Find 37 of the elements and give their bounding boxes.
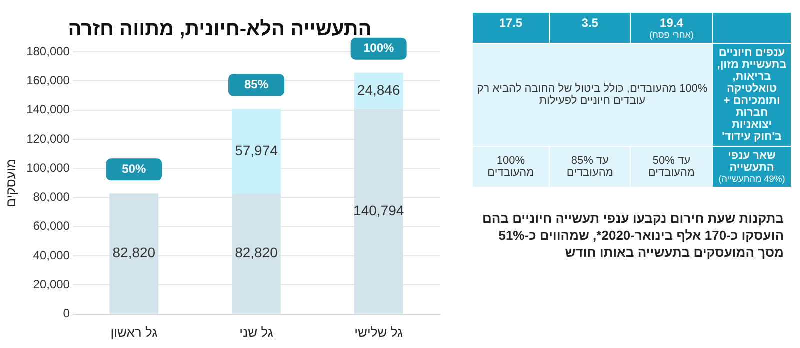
y-tick-label: 140,000 [26,102,70,117]
text: עד 50% מהעובדים [630,146,712,188]
x-tick-label: גל ראשון [110,324,158,340]
chart-title: התעשייה הלא-חיונית, מתווה חזרה [68,18,372,41]
y-tick-label: 100,000 [26,160,70,175]
text: עד 85% מהעובדים [549,146,631,188]
annotation: 50% [122,162,146,176]
data-label: 82,820 [112,244,156,261]
y-tick-label: 40,000 [33,248,70,262]
bar [110,194,159,314]
text: בתקנות שעת חירום נקבעו ענפי תעשייה חיוניים בהם הועסקו כ-170 אלף בינואר-2020*, שמהווים כ-51% מסך המועסקים בתעשייה באותו חודש [482,210,785,261]
bar [354,109,404,314]
data-label: 82,820 [235,244,278,261]
text: 100% מהעובדים [472,146,550,188]
text: 100% מהעובדים, כולל ביטול של החובה להביא רק עובדים חיוניים לפעילות [472,44,712,146]
annotation: 85% [244,77,269,92]
x-tick-label: גל שני [240,324,274,340]
bar [232,109,281,194]
x-tick-label: גל שלישי [354,324,404,340]
y-tick-label: 60,000 [33,219,70,234]
text: (49% מהתעשייה) [718,174,786,184]
y-tick-label: 180,000 [26,44,70,58]
y-tick-label: 160,000 [26,73,70,88]
text: ענפים חיוניים בתעשיית מזון, בריאות, טואלטיקה ותומכיהם + חברות יצואניות ב'חוק עידוד' [712,44,792,146]
y-tick-label: 20,000 [33,278,70,292]
text: 17.5 [472,12,550,44]
data-label: 57,974 [235,142,278,158]
y-axis-title: מועסקים [3,159,18,208]
text: (אחרי פסח) [648,30,695,40]
y-tick-label: 0 [63,306,70,321]
y-tick-label: 120,000 [26,132,70,146]
annotation: 100% [363,41,394,56]
text: 3.5 [549,12,631,44]
data-label: 140,794 [354,202,404,218]
y-tick-label: 80,000 [33,190,70,204]
bar [232,194,281,314]
data-label: 24,846 [357,82,400,98]
